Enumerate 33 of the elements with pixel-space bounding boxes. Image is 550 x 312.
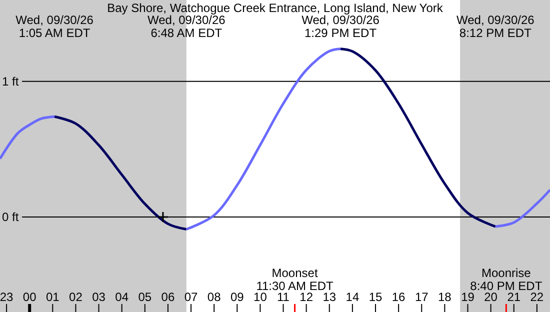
x-tick-label: 15 [368, 290, 382, 304]
annotation: Wed, 09/30/26 1:05 AM EDT [16, 13, 94, 40]
annotation: Moonset 11:30 AM EDT [256, 266, 334, 293]
y-tick-label: 0 ft [2, 210, 20, 224]
x-tick-label: 20 [484, 290, 498, 304]
x-tick-label: 14 [346, 290, 360, 304]
annotation: Wed, 09/30/26 8:12 PM EDT [456, 13, 535, 40]
annotation: Wed, 09/30/26 6:48 AM EDT [147, 13, 226, 40]
annotation: Wed, 09/30/26 1:29 PM EDT [302, 13, 380, 40]
x-tick-label: 09 [230, 290, 244, 304]
x-tick-label: 23 [0, 290, 14, 304]
x-tick-label: 10 [254, 290, 268, 304]
x-tick-label: 11 [277, 290, 290, 304]
x-tick-label: 05 [138, 290, 152, 304]
x-tick-label: 21 [507, 290, 521, 304]
x-tick-label: 17 [414, 290, 429, 304]
x-tick-label: 12 [300, 290, 314, 304]
x-tick-label: 04 [115, 290, 129, 304]
x-tick-label: 07 [184, 290, 198, 304]
x-tick-label: 16 [392, 290, 406, 304]
x-tick-label: 08 [207, 290, 222, 304]
x-tick-label: 19 [461, 290, 475, 304]
x-tick-label: 01 [46, 290, 60, 304]
x-tick-label: 02 [69, 290, 83, 304]
annotation: Moonrise 8:40 PM EDT [470, 266, 543, 293]
y-tick-label: 1 ft [2, 74, 20, 88]
x-tick-label: 06 [161, 290, 175, 304]
chart-title: Bay Shore, Watchogue Creek Entrance, Long Island, New York [107, 1, 444, 15]
x-tick-label: 22 [530, 290, 544, 304]
x-tick-label: 00 [22, 290, 37, 304]
x-tick-label: 03 [92, 290, 106, 304]
x-tick-label: 18 [438, 290, 452, 304]
x-tick-label: 13 [322, 290, 336, 304]
